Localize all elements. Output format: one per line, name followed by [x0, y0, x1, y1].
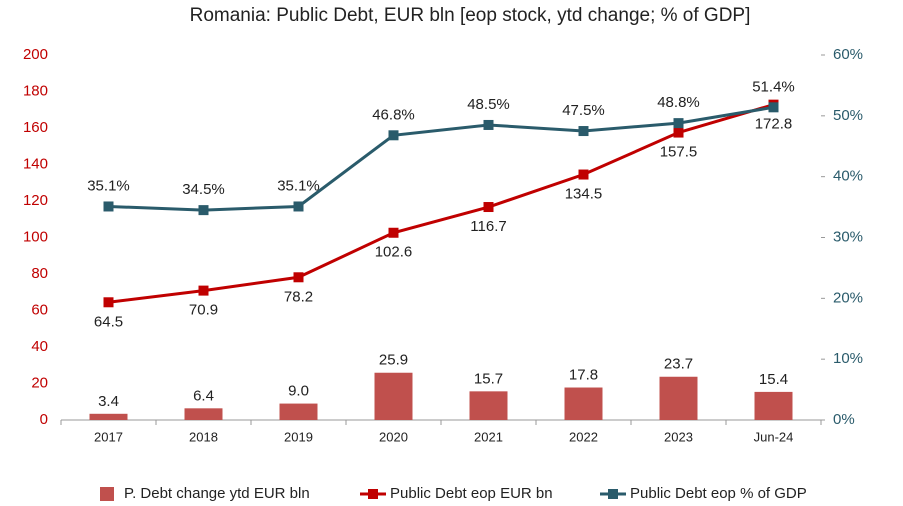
y-tick-label: 140 [23, 155, 48, 172]
data-label: 70.9 [189, 302, 218, 319]
line [108, 103, 774, 304]
y-tick-label: 180 [23, 82, 48, 99]
bar [89, 413, 128, 420]
bar [754, 391, 793, 420]
data-label: 15.7 [474, 370, 503, 387]
data-label: 15.4 [759, 371, 788, 388]
data-label: 64.5 [94, 313, 123, 330]
marker [293, 272, 304, 283]
marker [293, 201, 304, 212]
marker [198, 205, 209, 216]
y2-tick-label: 40% [833, 168, 863, 185]
x-tick-label: 2022 [569, 429, 598, 444]
y-tick-label: 40 [31, 338, 48, 355]
bar [184, 408, 223, 420]
y-tick-label: 120 [23, 192, 48, 209]
data-label: 48.5% [467, 96, 510, 113]
data-label: 51.4% [752, 78, 795, 95]
data-label: 172.8 [755, 116, 793, 133]
y-tick-label: 100 [23, 228, 48, 245]
x-tick-label: 2020 [379, 429, 408, 444]
y-tick-label: 0 [40, 411, 48, 428]
y-tick-label: 80 [31, 265, 48, 282]
data-label: 78.2 [284, 288, 313, 305]
marker [388, 130, 399, 141]
bar [564, 387, 603, 420]
chart-title: Romania: Public Debt, EUR bln [eop stock… [190, 5, 751, 26]
data-label: 46.8% [372, 106, 415, 123]
marker [483, 202, 494, 213]
y2-tick-label: 50% [833, 107, 863, 124]
data-label: 23.7 [664, 356, 693, 373]
legend-label: Public Debt eop EUR bn [390, 485, 553, 502]
marker [673, 118, 684, 129]
marker [103, 297, 114, 308]
y2-tick-label: 20% [833, 289, 863, 306]
data-label: 102.6 [375, 244, 413, 261]
x-tick-label: Jun-24 [754, 429, 794, 444]
marker [388, 227, 399, 238]
bar [469, 391, 508, 420]
y2-tick-label: 0% [833, 411, 855, 428]
x-tick-label: 2017 [94, 429, 123, 444]
bar [374, 372, 413, 420]
data-label: 34.5% [182, 181, 225, 198]
data-label: 17.8 [569, 366, 598, 383]
legend-swatch [608, 489, 618, 499]
data-label: 25.9 [379, 352, 408, 369]
data-label: 35.1% [87, 177, 130, 194]
marker [578, 169, 589, 180]
x-tick-label: 2019 [284, 429, 313, 444]
legend-swatch [100, 487, 114, 501]
y-tick-label: 20 [31, 374, 48, 391]
x-tick-label: 2021 [474, 429, 503, 444]
legend-label: P. Debt change ytd EUR bln [124, 485, 310, 502]
legend-label: Public Debt eop % of GDP [630, 485, 807, 502]
x-tick-label: 2018 [189, 429, 218, 444]
marker [673, 127, 684, 138]
data-label: 48.8% [657, 94, 700, 111]
marker [578, 126, 589, 137]
data-label: 35.1% [277, 177, 320, 194]
legend-swatch [368, 489, 378, 499]
data-label: 134.5 [565, 186, 603, 203]
marker [103, 201, 114, 212]
data-label: 6.4 [193, 387, 214, 404]
marker [768, 102, 779, 113]
y2-tick-label: 30% [833, 228, 863, 245]
y-tick-label: 200 [23, 46, 48, 63]
y2-tick-label: 60% [833, 46, 863, 63]
marker [483, 119, 494, 130]
bar [279, 403, 318, 420]
y-tick-label: 60 [31, 301, 48, 318]
bar [659, 376, 698, 420]
data-label: 9.0 [288, 383, 309, 400]
data-label: 3.4 [98, 393, 119, 410]
x-tick-label: 2023 [664, 429, 693, 444]
y2-tick-label: 10% [833, 350, 863, 367]
line [108, 105, 774, 212]
y-tick-label: 160 [23, 119, 48, 136]
data-label: 116.7 [470, 218, 506, 235]
data-label: 157.5 [660, 144, 698, 161]
data-label: 47.5% [562, 102, 605, 119]
marker [198, 285, 209, 296]
